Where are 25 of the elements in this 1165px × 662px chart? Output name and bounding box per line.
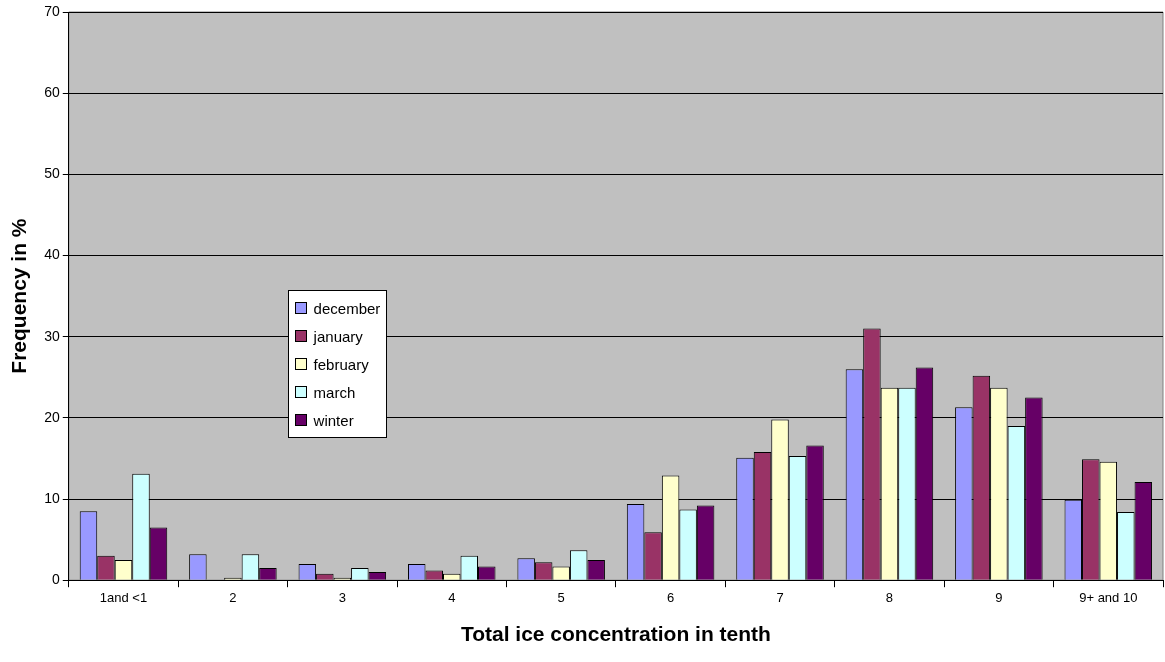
y-tick-label: 50 (44, 165, 60, 182)
y-axis-title: Frequency in % (7, 218, 31, 374)
x-tick-label: 9 (995, 589, 1003, 605)
x-tick-label: 6 (666, 589, 675, 605)
x-axis-title: Total ice concentration in tenth (460, 622, 771, 646)
legend-label: february (313, 355, 369, 373)
x-tick-label: 4 (448, 589, 456, 605)
x-tick-label: 9+ and 10 (1079, 589, 1138, 605)
y-tick-label: 40 (44, 246, 60, 263)
y-tick-label: 20 (44, 408, 60, 425)
legend-label: december (313, 299, 381, 317)
legend-label: winter (313, 411, 354, 429)
y-tick-label: 70 (44, 2, 60, 19)
x-tick-label: 1and <1 (99, 589, 148, 605)
legend-label: january (313, 327, 363, 345)
x-tick-label: 2 (229, 589, 237, 605)
x-tick-label: 3 (338, 589, 346, 605)
x-tick-label: 5 (557, 589, 565, 605)
y-tick-label: 60 (44, 84, 60, 101)
y-tick-label: 10 (44, 489, 60, 506)
y-tick-label: 30 (44, 327, 60, 344)
x-tick-label: 7 (776, 589, 784, 605)
x-tick-label: 8 (885, 589, 894, 605)
y-tick-label: 0 (51, 571, 60, 588)
legend-label: march (313, 383, 356, 401)
